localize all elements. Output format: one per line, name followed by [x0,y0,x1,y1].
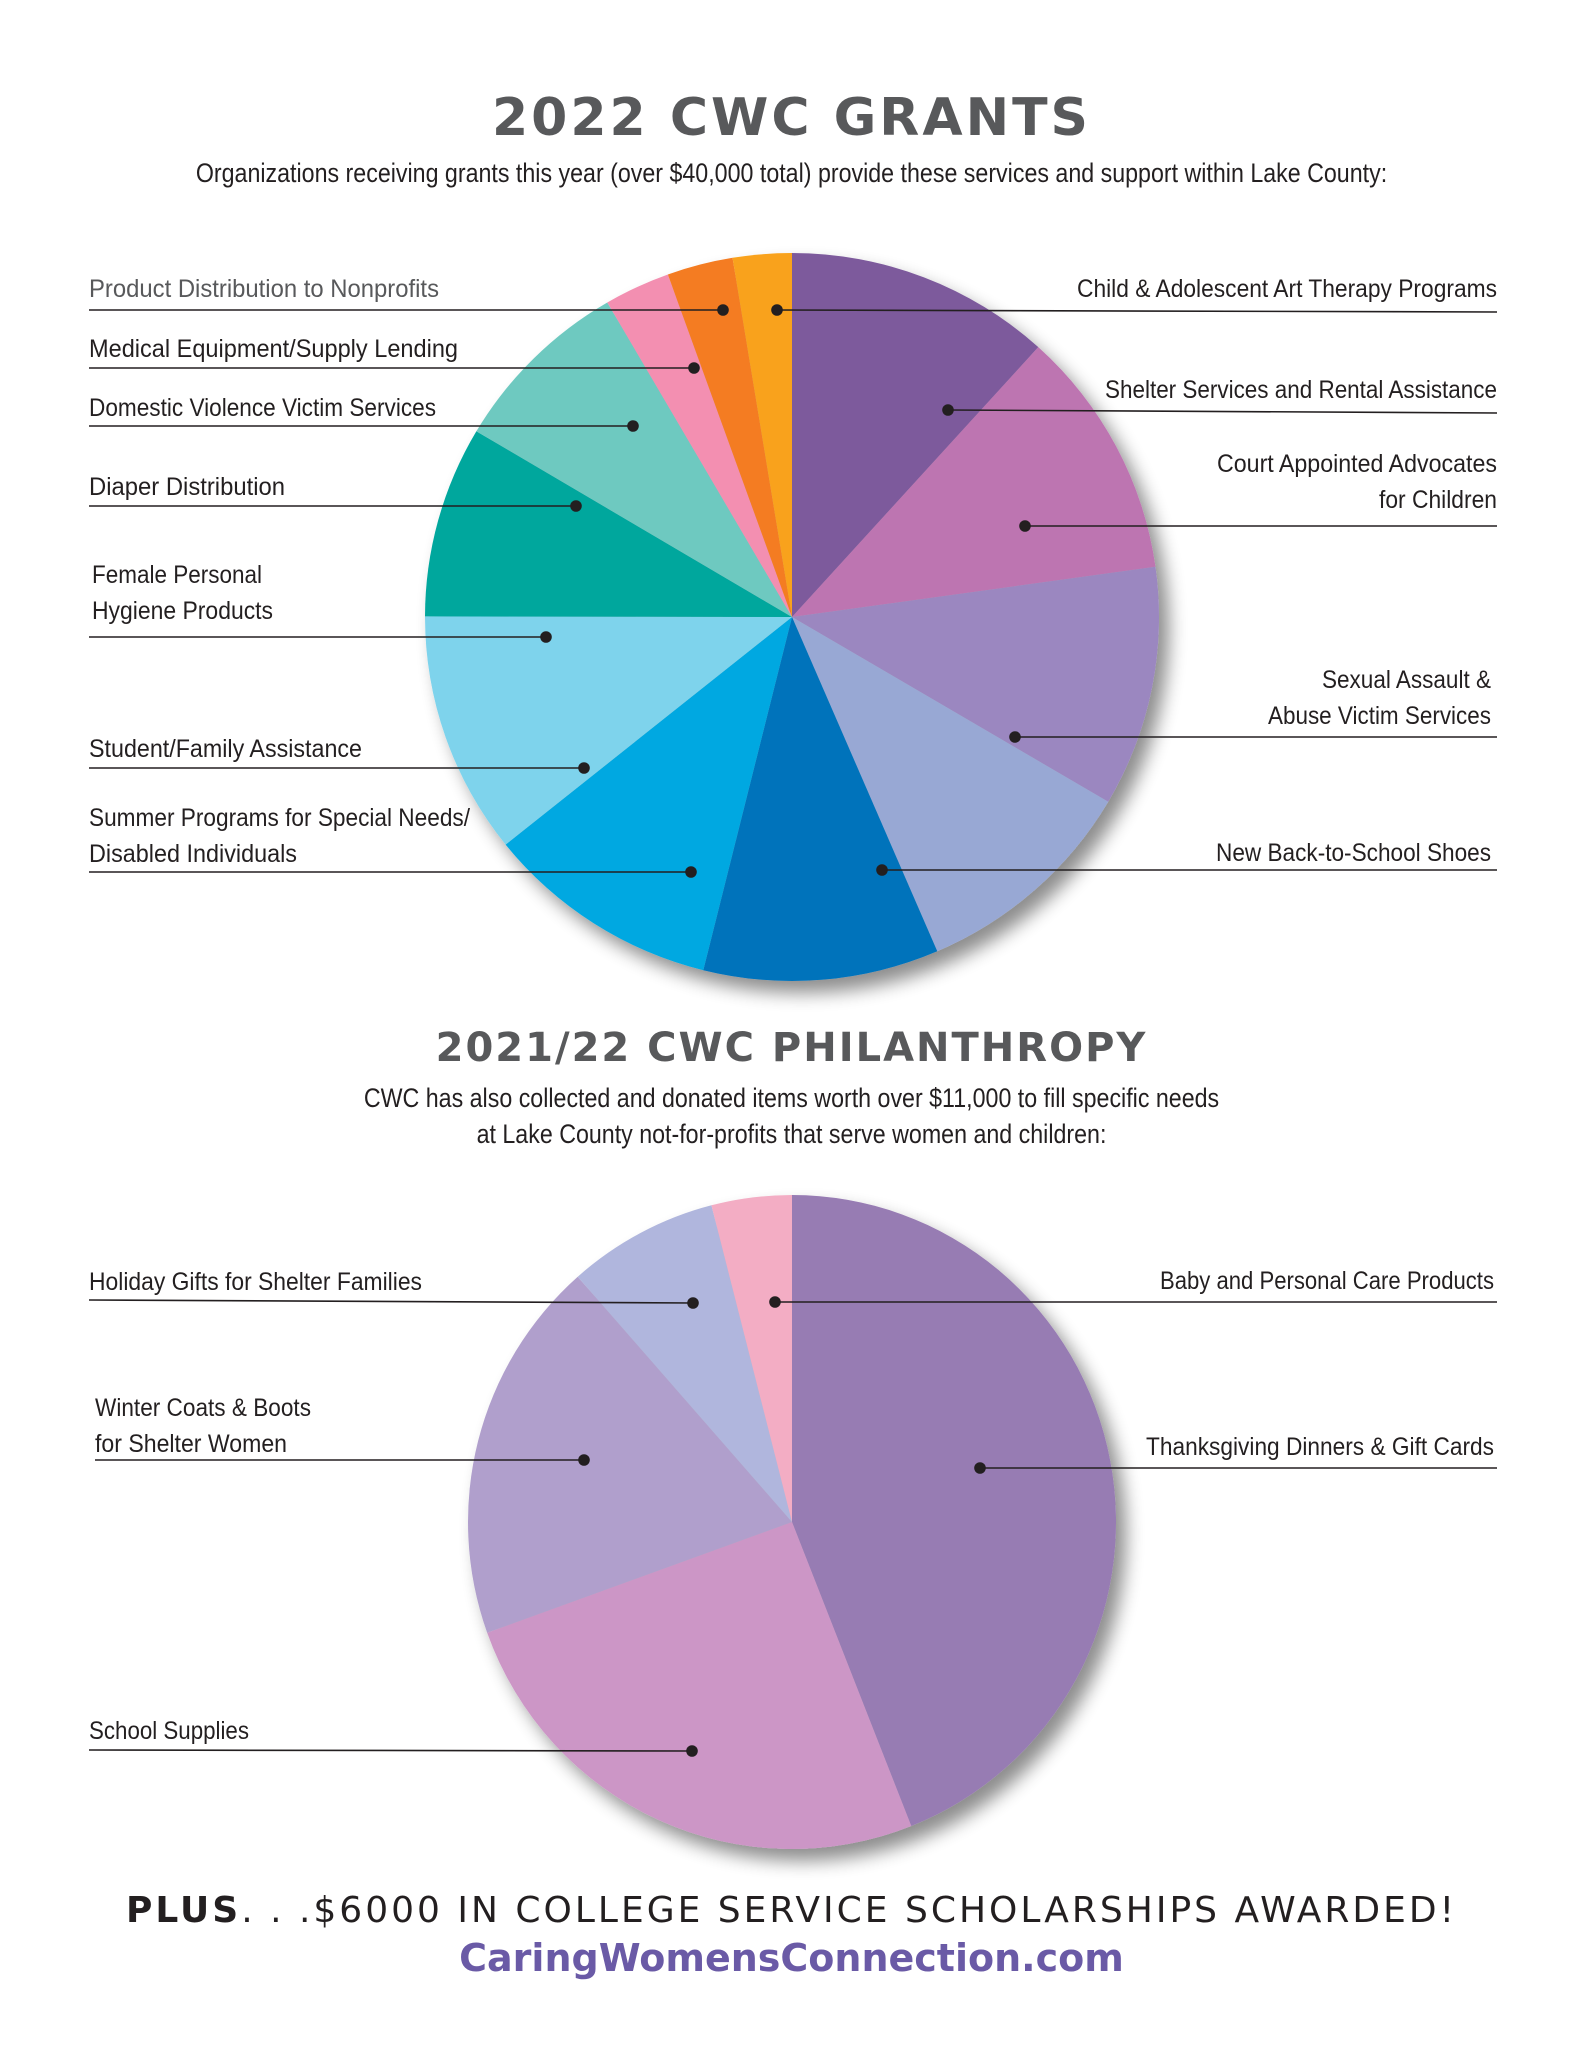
label-winter-coats-1: Winter Coats & Boots [95,1394,311,1422]
label-shelter-services: Shelter Services and Rental Assistance [1105,376,1497,404]
grants-subtitle: Organizations receiving grants this year… [195,158,1388,188]
label-sexual-assault-2: Abuse Victim Services [1268,702,1491,730]
label-court-advocates-1: Court Appointed Advocates [1217,450,1497,478]
scholarship-banner: PLUS. . .$6000 IN COLLEGE SERVICE SCHOLA… [0,1890,1583,1931]
label-product-distribution: Product Distribution to Nonprofits [89,275,439,303]
grants-slice-3 [792,617,1109,952]
grants-slice-5 [505,617,792,971]
website-link[interactable]: CaringWomensConnection.com [459,1936,1124,1980]
grants-slice-2 [792,566,1159,802]
philanthropy-subtitle-line-1: CWC has also collected and donated items… [363,1083,1220,1113]
grants-pie [425,253,1159,981]
philanthropy-title: 2021/22 CWC PHILANTHROPY [435,1025,1148,1071]
philanthropy-subtitle: CWC has also collected and donated items… [111,1080,1472,1152]
grants-slice-6 [425,616,792,845]
label-school-supplies: School Supplies [89,1717,249,1745]
philanthropy-subtitle-line-2: at Lake County not-for-profits that serv… [476,1119,1107,1149]
label-domestic-violence: Domestic Violence Victim Services [89,394,436,422]
label-winter-coats-2: for Shelter Women [95,1430,287,1458]
philanthropy-labels-right: Baby and Personal Care Products Thanksgi… [1146,1267,1494,1461]
grants-slice-1 [792,347,1156,617]
label-back-to-school-shoes: New Back-to-School Shoes [1216,839,1491,867]
philanthropy-labels-left: Holiday Gifts for Shelter Families Winte… [89,1268,422,1745]
philanthropy-slice-4 [711,1195,792,1522]
philanthropy-slice-2 [467,1276,792,1633]
label-baby-personal-care: Baby and Personal Care Products [1160,1267,1494,1295]
label-court-advocates-2: for Children [1379,486,1497,514]
grants-leader-lines [89,304,1498,878]
grants-slice-8 [476,302,792,617]
plus-word: PLUS [125,1890,242,1931]
philanthropy-slice-1 [487,1522,912,1849]
grants-labels-left: Product Distribution to Nonprofits Medic… [89,275,470,868]
label-holiday-gifts: Holiday Gifts for Shelter Families [89,1268,422,1296]
grants-slice-0 [792,253,1039,617]
grants-title: 2022 CWC GRANTS [491,88,1092,148]
label-thanksgiving: Thanksgiving Dinners & Gift Cards [1146,1433,1494,1461]
label-summer-programs-2: Disabled Individuals [89,840,297,868]
philanthropy-slice-3 [577,1205,792,1522]
label-medical-equipment: Medical Equipment/Supply Lending [89,335,458,363]
grants-slice-10 [667,257,792,617]
grants-slice-11 [732,253,792,617]
philanthropy-leader-lines [88,1296,1497,1757]
label-summer-programs-1: Summer Programs for Special Needs/ [89,804,470,832]
grants-slice-9 [607,274,792,617]
philanthropy-pie [467,1195,1116,1849]
label-female-hygiene-2: Hygiene Products [92,597,273,625]
grants-slice-7 [425,431,792,617]
philanthropy-slice-0 [792,1195,1116,1827]
label-sexual-assault-1: Sexual Assault & [1322,666,1491,694]
grants-slice-4 [703,617,938,981]
label-diaper-distribution: Diaper Distribution [89,473,285,501]
label-student-family: Student/Family Assistance [89,735,362,763]
label-female-hygiene-1: Female Personal [92,561,262,589]
scholarship-text: . . .$6000 IN COLLEGE SERVICE SCHOLARSHI… [241,1890,1457,1931]
grants-labels-right: Child & Adolescent Art Therapy Programs … [1077,275,1497,867]
label-child-art-therapy: Child & Adolescent Art Therapy Programs [1077,275,1497,303]
